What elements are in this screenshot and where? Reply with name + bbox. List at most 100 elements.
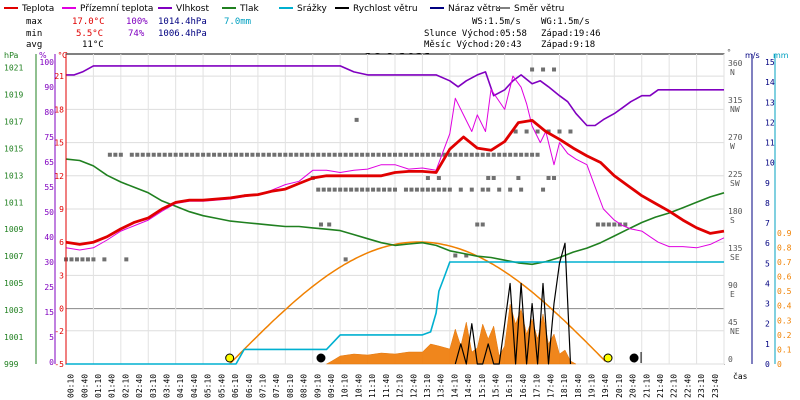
wind-direction-dot	[332, 187, 337, 192]
wind-direction-dot	[162, 152, 167, 157]
stat-max-temp: 17.0°C	[72, 17, 105, 27]
wind-direction-dot	[343, 152, 348, 157]
y-tick-pct: 50	[44, 208, 54, 217]
x-tick-label: 17:40	[546, 374, 555, 398]
y-tick-temp: 0	[59, 305, 64, 314]
y-tick-deg: 270	[728, 133, 743, 142]
x-tick-label: 23:40	[711, 374, 720, 398]
wind-direction-dot	[475, 152, 480, 157]
wind-direction-dot	[546, 176, 551, 180]
x-tick-label: 08:10	[286, 374, 295, 398]
y-tick-compass: NE	[730, 327, 740, 336]
wind-direction-dot	[519, 187, 524, 192]
x-tick-label: 11:40	[382, 374, 391, 398]
y-tick-pct: 40	[44, 233, 54, 242]
wind-direction-dot	[376, 187, 381, 192]
wind-direction-dot	[201, 152, 206, 157]
y-tick-compass: E	[730, 290, 735, 299]
series-line-temperature	[65, 119, 725, 246]
x-tick-label: 14:10	[450, 374, 459, 398]
x-tick-label: 13:10	[423, 374, 432, 398]
x-tick-label: 00:40	[80, 374, 89, 398]
x-tick-label: 11:10	[368, 374, 377, 398]
x-tick-label: 17:10	[533, 374, 542, 398]
wind-direction-dot	[206, 152, 211, 157]
legend-label: Teplota	[21, 4, 54, 14]
wind-direction-dot	[266, 152, 271, 157]
wind-direction-dot	[294, 152, 299, 157]
wind-direction-dot	[190, 152, 195, 157]
legend-label: Přízemní teplota	[80, 4, 153, 14]
wind-direction-dot	[124, 257, 129, 262]
wind-direction-dot	[338, 187, 343, 192]
wind-direction-dot	[113, 152, 118, 157]
wind-direction-dot	[557, 129, 562, 134]
y-tick-temp: -5	[54, 360, 64, 369]
y-tick-deg: 90	[728, 281, 738, 290]
x-tick-label: 21:10	[642, 374, 651, 398]
y-tick-temp: 21	[54, 72, 64, 81]
wind-direction-dot	[486, 187, 491, 192]
wind-direction-dot	[382, 152, 387, 157]
y-tick-mm: 0.5	[777, 287, 792, 296]
x-tick-label: 13:40	[437, 374, 446, 398]
wind-direction-dot	[497, 152, 502, 157]
y-tick-mm: 0.1	[777, 345, 792, 354]
stat-min-label: min	[26, 29, 42, 39]
wind-direction-dot	[327, 152, 332, 157]
y-tick-mm: 0.2	[777, 331, 792, 340]
y-tick-deg: 315	[728, 96, 743, 105]
wind-direction-dot	[321, 187, 326, 192]
wind-direction-dot	[228, 152, 233, 157]
wind-direction-dot	[436, 187, 441, 192]
wind-direction-dot	[195, 152, 200, 157]
sunset-marker	[603, 353, 613, 363]
y-tick-ms: 6	[765, 239, 770, 248]
x-tick-label: 18:40	[574, 374, 583, 398]
wind-direction-dot	[233, 152, 238, 157]
y-tick-compass: W	[730, 142, 735, 151]
wind-direction-dot	[480, 152, 485, 157]
wind-direction-dot	[453, 253, 458, 258]
wind-direction-dot	[425, 187, 430, 192]
wind-direction-dot	[486, 152, 491, 157]
wind-direction-dot	[223, 152, 228, 157]
moonrise-marker	[629, 353, 639, 363]
legend-label: Tlak	[239, 4, 260, 14]
wind-direction-dot	[425, 176, 430, 180]
y-tick-compass: S	[730, 216, 735, 225]
x-axis-label: čas	[733, 371, 748, 381]
legend-label: Náraz větru	[448, 4, 501, 14]
y-tick-pct: 15	[44, 308, 54, 317]
wind-direction-dot	[398, 152, 403, 157]
wind-direction-dot	[261, 152, 266, 157]
wind-direction-dot	[606, 222, 611, 227]
wind-direction-dot	[382, 187, 387, 192]
y-tick-hpa: 1013	[4, 171, 23, 180]
wind-direction-dot	[321, 152, 326, 157]
wind-direction-dot	[283, 152, 288, 157]
y-tick-mm: 0	[777, 360, 782, 369]
wind-direction-dot	[464, 253, 469, 258]
x-tick-label: 03:10	[149, 374, 158, 398]
wind-direction-dot	[436, 152, 441, 157]
wind-direction-dot	[552, 176, 557, 180]
wind-direction-dot	[469, 152, 474, 157]
wind-direction-dot	[173, 152, 178, 157]
x-tick-label: 23:10	[697, 374, 706, 398]
wind-direction-dot	[403, 187, 408, 192]
y-tick-temp: 12	[54, 172, 64, 181]
wind-direction-dot	[376, 152, 381, 157]
wind-direction-dot	[409, 187, 414, 192]
y-tick-ms: 11	[765, 139, 775, 148]
y-tick-pct: 5	[49, 333, 54, 342]
y-tick-pct: 80	[44, 108, 54, 117]
wind-direction-dot	[469, 187, 474, 192]
y-tick-pct: 0	[49, 358, 54, 367]
x-tick-label: 05:10	[204, 374, 213, 398]
wind-direction-dot	[497, 187, 502, 192]
x-tick-label: 19:40	[601, 374, 610, 398]
x-axis: 00:10 00:40 01:10 01:40 02:10 02:40 03:10 03:40…	[67, 374, 720, 398]
sun-altitude-line	[229, 241, 606, 365]
